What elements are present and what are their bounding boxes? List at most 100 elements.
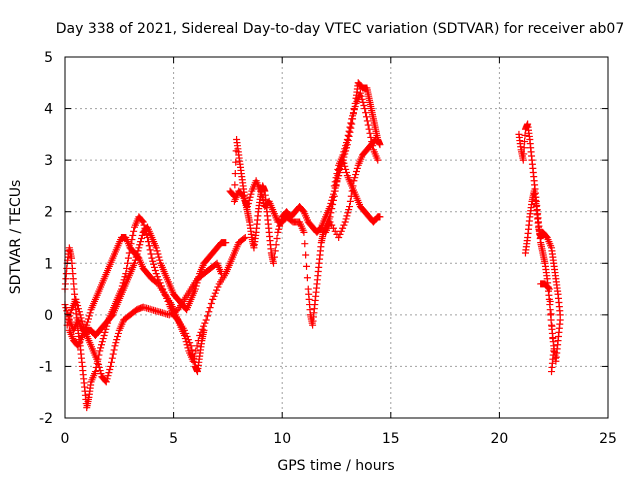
data-point [193,279,201,287]
data-point [133,250,141,258]
data-point [100,331,108,339]
data-point [136,241,144,249]
data-point [258,193,266,201]
data-point [521,131,529,139]
data-point [145,242,153,250]
data-point [107,358,115,366]
data-point [94,360,102,368]
data-point [247,190,255,198]
data-point [191,285,199,293]
data-point [194,337,202,345]
data-point [342,139,350,147]
data-point [134,247,142,255]
data-point [213,286,221,294]
data-point [359,98,367,106]
data-point [362,113,370,121]
x-tick-label: 25 [599,431,617,447]
data-point [114,333,122,341]
data-point [104,372,112,380]
y-tick-label: -2 [39,411,53,427]
data-point [274,228,282,236]
data-point [335,234,343,241]
data-point [340,221,348,229]
data-point [209,295,217,303]
data-point [548,322,556,330]
x-tick-label: 5 [169,431,178,447]
data-point [342,169,350,177]
data-point [350,106,358,114]
data-point [112,339,120,347]
data-point [549,335,557,343]
data-point [331,187,339,195]
data-point [343,212,351,220]
data-point [246,193,254,201]
data-point [345,206,353,214]
data-point [96,367,104,375]
data-point [372,136,380,144]
y-tick-label: 3 [44,153,53,169]
data-point [548,368,556,376]
data-point [270,259,278,267]
x-tick-label: 15 [382,431,400,447]
data-point [149,257,157,265]
data-point [337,227,345,235]
data-point [342,165,350,173]
data-point [240,235,248,243]
data-point [334,165,342,173]
data-point [519,156,527,164]
data-point [245,196,253,204]
data-point [327,209,335,217]
data-point [91,368,99,376]
data-point [257,190,265,198]
data-point [367,133,375,141]
data-point [358,95,366,103]
data-point [547,310,555,318]
data-point [97,344,105,352]
data-point [147,250,155,258]
data-point [350,177,358,185]
data-point [330,192,338,200]
data-point [62,304,70,312]
data-point [259,196,267,204]
data-point [102,378,110,386]
data-point [198,325,206,333]
grid-lines [65,57,608,418]
data-point [201,319,209,327]
data-point [114,329,122,337]
data-point [520,150,528,158]
data-point [197,328,205,336]
data-point [192,347,200,355]
data-point [362,109,370,117]
plot-frame [64,56,609,419]
data-point [94,357,102,365]
data-point [200,322,208,330]
chart-title: Day 338 of 2021, Sidereal Day-to-day VTE… [56,21,625,37]
data-point [98,338,106,346]
data-point [348,187,356,195]
data-point [341,162,349,170]
data-point [96,347,104,355]
axis-ticks: 0 5 10 15 20 25 -2 -1 0 1 2 3 4 5 [39,50,617,447]
data-point [154,250,162,258]
data-point [84,315,92,323]
data-point [329,196,337,204]
data-point [97,370,105,378]
data-point [300,228,308,236]
series-track-h [515,120,564,376]
data-point [344,209,352,217]
x-tick-label: 20 [490,431,508,447]
data-point [349,112,357,120]
data-point [365,125,373,133]
data-point [343,136,351,144]
data-point [272,241,280,249]
y-tick-label: 2 [44,205,53,221]
data-point [63,307,71,315]
data-point [349,182,357,190]
data-point [138,217,146,225]
data-point [331,178,339,186]
data-point [346,197,354,205]
data-point [207,300,215,308]
data-point [347,119,355,127]
data-point [348,115,356,123]
data-point [336,230,344,238]
